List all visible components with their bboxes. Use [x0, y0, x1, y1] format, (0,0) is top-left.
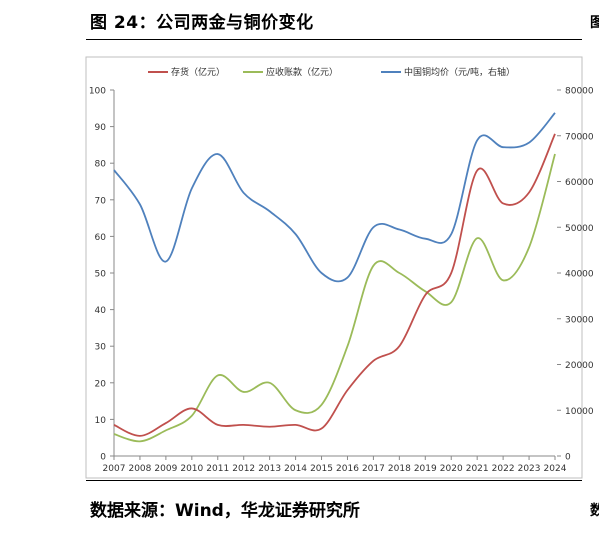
y-tick-label-right: 0: [565, 453, 571, 463]
figure-title-prefix: 图 24：: [90, 13, 157, 33]
legend-label-3: 中国铜均价（元/吨，右轴）: [404, 66, 515, 78]
y-tick-label-right: 70000: [565, 132, 594, 142]
x-tick-label: 2008: [128, 464, 151, 474]
x-tick-label: 2007: [103, 464, 126, 474]
x-tick-label: 2011: [206, 464, 229, 474]
cropped-next-column-glyph-bottom: 数: [590, 503, 599, 519]
y-tick-label-left: 50: [95, 270, 107, 280]
x-tick-label: 2017: [362, 464, 385, 474]
x-tick-label: 2009: [154, 464, 177, 474]
chart-frame: [85, 56, 583, 479]
y-tick-label-left: 60: [95, 233, 107, 243]
y-tick-label-left: 100: [89, 87, 106, 97]
y-tick-label-left: 70: [95, 196, 107, 206]
y-tick-label-right: 40000: [565, 270, 594, 280]
x-tick-label: 2018: [388, 464, 411, 474]
x-tick-label: 2012: [232, 464, 255, 474]
source-note: 数据来源：Wind，华龙证券研究所: [90, 501, 360, 521]
y-tick-label-left: 90: [95, 123, 107, 133]
x-tick-label: 2022: [492, 464, 515, 474]
y-tick-label-left: 30: [95, 343, 107, 353]
cropped-next-column-glyph: 图: [590, 15, 599, 31]
x-tick-label: 2013: [258, 464, 281, 474]
series-line-1: [113, 133, 556, 437]
figure-title-text: 公司两金与铜价变化: [156, 13, 314, 33]
figure-title: 图 24：公司两金与铜价变化: [90, 8, 314, 33]
y-tick-label-right: 30000: [565, 315, 594, 325]
y-tick-label-left: 10: [95, 416, 107, 426]
x-tick-label: 2024: [544, 464, 567, 474]
y-tick-label-right: 80000: [565, 87, 594, 97]
x-tick-label: 2023: [518, 464, 541, 474]
y-tick-label-right: 50000: [565, 224, 594, 234]
x-tick-label: 2016: [336, 464, 359, 474]
x-tick-label: 2014: [284, 464, 307, 474]
y-tick-label-right: 20000: [565, 361, 594, 371]
legend-label-1: 存货（亿元）: [171, 66, 225, 78]
top-rule: [86, 39, 582, 40]
x-tick-label: 2019: [414, 464, 437, 474]
legend-label-2: 应收账款（亿元）: [266, 66, 338, 78]
y-tick-label-right: 10000: [565, 407, 594, 417]
x-tick-label: 2021: [466, 464, 489, 474]
y-tick-label-left: 0: [100, 453, 106, 463]
y-tick-label-right: 60000: [565, 178, 594, 188]
series-line-2: [113, 153, 556, 443]
x-tick-label: 2020: [440, 464, 463, 474]
x-tick-label: 2015: [310, 464, 333, 474]
y-tick-label-left: 40: [95, 306, 107, 316]
series-line-3: [113, 112, 556, 283]
y-tick-label-left: 20: [95, 379, 107, 389]
bottom-rule: [86, 480, 582, 481]
y-tick-label-left: 80: [95, 160, 107, 170]
x-tick-label: 2010: [180, 464, 203, 474]
